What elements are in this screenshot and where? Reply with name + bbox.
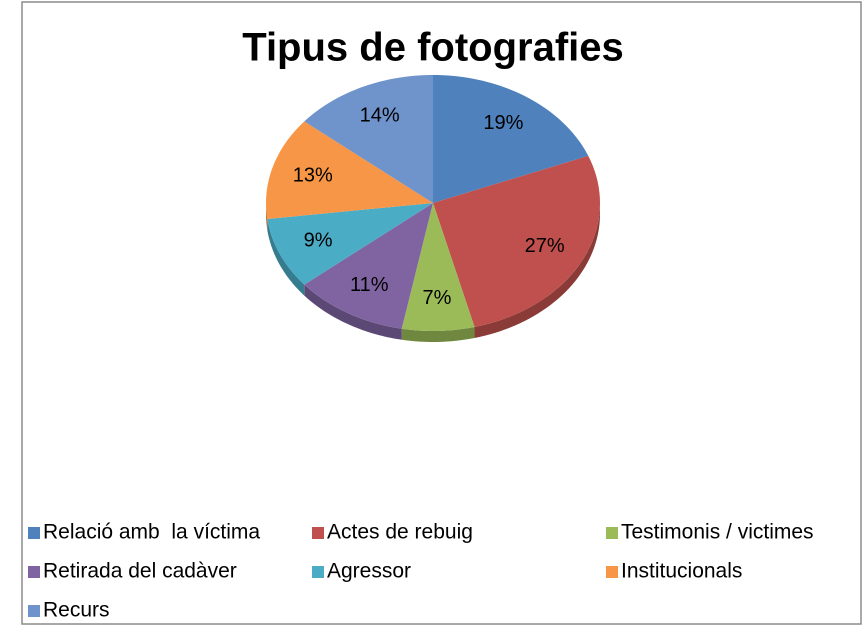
legend-swatch (28, 566, 40, 578)
data-label: 11% (350, 274, 389, 296)
data-label: 7% (422, 287, 451, 309)
legend-label: Institucionals (621, 560, 742, 583)
slice (266, 121, 433, 220)
legend-swatch (606, 566, 618, 578)
legend-swatch (312, 566, 324, 578)
legend-label: Agressor (327, 560, 411, 583)
data-label: 13% (293, 164, 333, 186)
slice-side (267, 219, 305, 296)
legend-swatch (28, 527, 40, 539)
slice-side (266, 203, 268, 231)
slice (433, 75, 589, 203)
slice (401, 203, 475, 331)
data-label: 9% (304, 229, 333, 251)
legend-label: Retirada del cadàver (43, 560, 237, 583)
legend-label: Recurs (43, 599, 110, 622)
slice-side (474, 203, 600, 338)
legend-label: Actes de rebuig (327, 521, 473, 544)
chart-title: Tipus de fotografies (242, 26, 624, 70)
data-label: 19% (483, 112, 523, 134)
data-label: 14% (360, 104, 400, 126)
slice (304, 203, 433, 329)
legend-label: Relació amb la víctima (43, 521, 260, 544)
slice-side (401, 326, 475, 342)
data-label: 27% (525, 235, 565, 257)
legend-label: Testimonis / victimes (621, 521, 814, 544)
slice (267, 203, 433, 285)
slice (433, 155, 600, 327)
legend-swatch (312, 527, 324, 539)
slice-side (304, 284, 402, 340)
legend-swatch (28, 605, 40, 617)
slice (304, 75, 433, 203)
legend-swatch (606, 527, 618, 539)
